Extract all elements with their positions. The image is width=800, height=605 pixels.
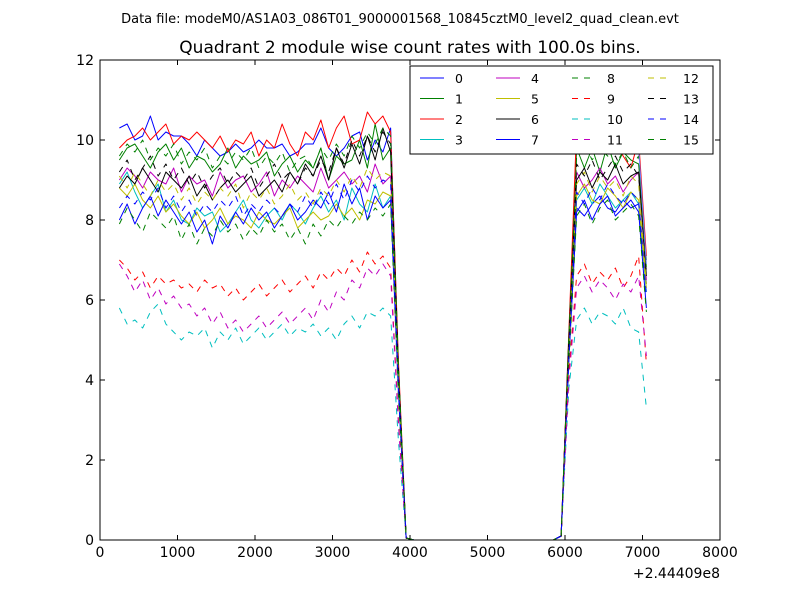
x-tick-label: 4000 [392, 545, 428, 561]
legend-label-4: 4 [531, 71, 539, 86]
legend-label-11: 11 [607, 133, 623, 148]
legend-label-12: 12 [683, 71, 699, 86]
legend-label-1: 1 [455, 92, 463, 107]
y-tick-label: 10 [76, 133, 94, 149]
y-tick-label: 8 [85, 213, 94, 229]
y-tick-label: 12 [76, 53, 94, 69]
legend-label-13: 13 [683, 92, 699, 107]
series-line-14 [118, 175, 647, 541]
legend-label-3: 3 [455, 133, 463, 148]
legend-label-9: 9 [607, 92, 615, 107]
y-tick-label: 4 [85, 373, 94, 389]
x-offset-label: +2.44409e8 [633, 566, 720, 582]
x-tick-label: 0 [96, 545, 105, 561]
y-tick-label: 6 [85, 293, 94, 309]
legend-label-15: 15 [683, 133, 699, 148]
figure-suptitle: Data file: modeM0/AS1A03_086T01_90000015… [121, 12, 679, 27]
legend-label-8: 8 [607, 71, 615, 86]
legend-label-7: 7 [531, 133, 539, 148]
series-line-15 [118, 127, 647, 541]
series-line-13 [118, 131, 647, 541]
x-tick-label: 2000 [237, 545, 273, 561]
chart-title: Quadrant 2 module wise count rates with … [179, 38, 640, 58]
x-tick-label: 3000 [315, 545, 351, 561]
series-line-11 [118, 263, 647, 541]
x-tick-label: 5000 [470, 545, 506, 561]
legend-label-5: 5 [531, 92, 539, 107]
legend-label-0: 0 [455, 71, 463, 86]
y-tick-label: 2 [85, 453, 94, 469]
ticks-layer: 0 1000 2000 3000 4000 5000 6000 7000 80000246810… [76, 53, 738, 561]
x-tick-label: 1000 [160, 545, 196, 561]
y-tick-label: 0 [85, 533, 94, 549]
x-tick-label: 7000 [625, 545, 661, 561]
legend-label-14: 14 [683, 112, 699, 127]
series-line-9 [119, 251, 647, 541]
legend-label-6: 6 [531, 112, 539, 127]
legend-label-10: 10 [607, 112, 623, 127]
legend-label-2: 2 [455, 112, 463, 127]
series-line-10 [118, 303, 647, 541]
x-tick-label: 8000 [702, 545, 738, 561]
x-tick-label: 6000 [547, 545, 583, 561]
series-layer [118, 103, 647, 541]
